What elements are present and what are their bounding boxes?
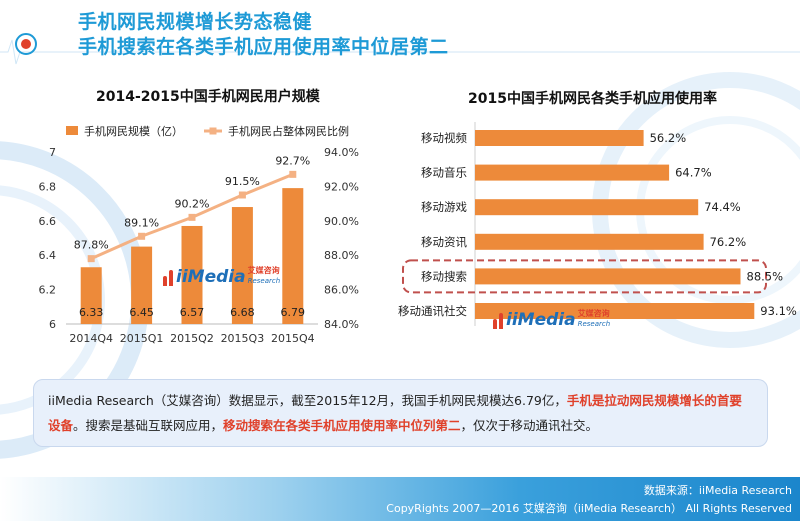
line-point — [138, 232, 146, 240]
highlight-box — [402, 259, 767, 294]
page-title-line1: 手机网民规模增长势态稳健 — [78, 11, 313, 33]
data-source: 数据来源：iiMedia Research — [643, 484, 792, 497]
watermark-cn: 艾媒咨询 — [577, 309, 610, 318]
y2-tick-label: 88.0% — [324, 249, 359, 262]
x-tick-label: 2015Q1 — [120, 332, 164, 345]
line-series — [90, 172, 294, 261]
logo-dot-icon — [21, 39, 31, 49]
y2-tick-label: 92.0% — [324, 180, 359, 193]
y-tick-label: 7 — [49, 146, 56, 159]
watermark-brand: iiMedia — [506, 310, 576, 330]
watermark-bars-icon — [493, 313, 503, 329]
category-label: 移动搜索 — [421, 269, 467, 283]
summary-text-1: iiMedia Research（艾媒咨询）数据显示，截至2015年12月，我国… — [48, 393, 567, 408]
page-title-line2: 手机搜索在各类手机应用使用率中位居第二 — [78, 36, 449, 58]
y-tick-label: 6.6 — [39, 215, 57, 228]
bar-value-label: 56.2% — [650, 131, 687, 145]
bar-value-label: 6.33 — [79, 306, 104, 319]
watermark-bars-icon — [163, 270, 173, 286]
summary-text-3: ，仅次于移动通讯社交。 — [460, 418, 599, 433]
line-value-label: 87.8% — [74, 239, 109, 252]
category-label: 移动视频 — [421, 131, 467, 145]
x-tick-label: 2015Q4 — [271, 332, 315, 345]
bar — [131, 246, 153, 324]
bar — [475, 199, 699, 216]
y2-tick-label: 86.0% — [324, 284, 359, 297]
watermark-left: iiMedia 艾媒咨询 Research — [163, 262, 280, 286]
line-value-label: 92.7% — [275, 154, 310, 167]
watermark-en: Research — [577, 320, 611, 328]
line-value-label: 90.2% — [175, 197, 210, 210]
watermark-brand: iiMedia — [176, 267, 246, 287]
bar — [80, 267, 102, 324]
line-point — [238, 191, 246, 199]
bar-value-label: 6.57 — [180, 306, 205, 319]
bar — [475, 164, 670, 181]
category-label: 移动资讯 — [421, 235, 467, 249]
bar-value-label: 6.68 — [230, 306, 255, 319]
bar-value-label: 88.5% — [747, 269, 784, 283]
y-tick-label: 6.4 — [39, 249, 57, 262]
bar — [282, 188, 304, 324]
bar-value-label: 74.4% — [704, 200, 741, 214]
bar-value-label: 93.1% — [760, 304, 797, 318]
bar — [475, 268, 741, 285]
x-tick-label: 2014Q4 — [69, 332, 113, 345]
y-tick-label: 6.2 — [39, 284, 57, 297]
bar-value-label: 64.7% — [675, 166, 712, 180]
copyright: CopyRights 2007—2016 艾媒咨询（iiMedia Resear… — [386, 502, 792, 515]
x-tick-label: 2015Q3 — [221, 332, 265, 345]
line-point — [87, 255, 95, 263]
right-chart-title: 2015中国手机网民各类手机应用使用率 — [468, 91, 717, 107]
footer-band — [0, 477, 800, 521]
category-label: 移动游戏 — [421, 200, 467, 214]
category-label: 移动音乐 — [421, 166, 467, 180]
bar-value-label: 6.79 — [281, 306, 306, 319]
watermark-cn: 艾媒咨询 — [247, 266, 280, 275]
y-tick-label: 6.8 — [39, 180, 57, 193]
legend-line-label: 手机网民占整体网民比例 — [228, 124, 349, 138]
summary-text-2: 。搜索是基础互联网应用， — [73, 418, 224, 433]
line-value-label: 89.1% — [124, 216, 159, 229]
y-tick-label: 6 — [49, 318, 56, 331]
line-point — [289, 170, 297, 178]
y2-tick-label: 94.0% — [324, 146, 359, 159]
watermark-en: Research — [247, 277, 281, 285]
summary-box: iiMedia Research（艾媒咨询）数据显示，截至2015年12月，我国… — [33, 379, 768, 447]
category-label: 移动通讯社交 — [398, 304, 467, 318]
watermark-right: iiMedia 艾媒咨询 Research — [493, 305, 610, 329]
bar — [475, 233, 704, 250]
x-tick-label: 2015Q2 — [170, 332, 214, 345]
bar-value-label: 6.45 — [129, 306, 154, 319]
bar — [475, 130, 644, 146]
y2-tick-label: 90.0% — [324, 215, 359, 228]
bar-value-label: 76.2% — [710, 235, 747, 249]
legend-bar-swatch — [66, 126, 78, 135]
summary-highlight-1: 手机是拉动网民规模增长的首要设备 — [48, 393, 742, 433]
summary-highlight-2: 移动搜索在各类手机应用使用率中位列第二 — [223, 418, 461, 433]
y2-tick-label: 84.0% — [324, 318, 359, 331]
legend-line-marker — [209, 127, 217, 135]
line-point — [188, 213, 196, 221]
line-value-label: 91.5% — [225, 175, 260, 188]
legend-bar-label: 手机网民规模（亿） — [84, 124, 183, 138]
left-chart-title: 2014-2015中国手机网民用户规模 — [96, 89, 320, 105]
logo-ring-icon — [15, 33, 37, 55]
